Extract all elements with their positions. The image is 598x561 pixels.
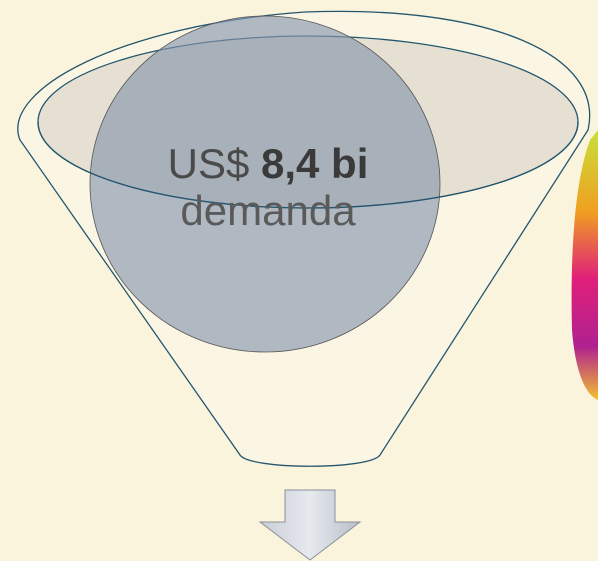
amount: 8,4 bi (261, 140, 368, 187)
currency: US$ (168, 140, 250, 187)
page: US$ 8,4 bi demanda (() => { const data =… (0, 0, 598, 561)
value-text: US$ 8,4 bi (168, 140, 369, 187)
label-text: demanda (180, 187, 356, 234)
funnel-diagram: US$ 8,4 bi demanda (0, 0, 598, 561)
